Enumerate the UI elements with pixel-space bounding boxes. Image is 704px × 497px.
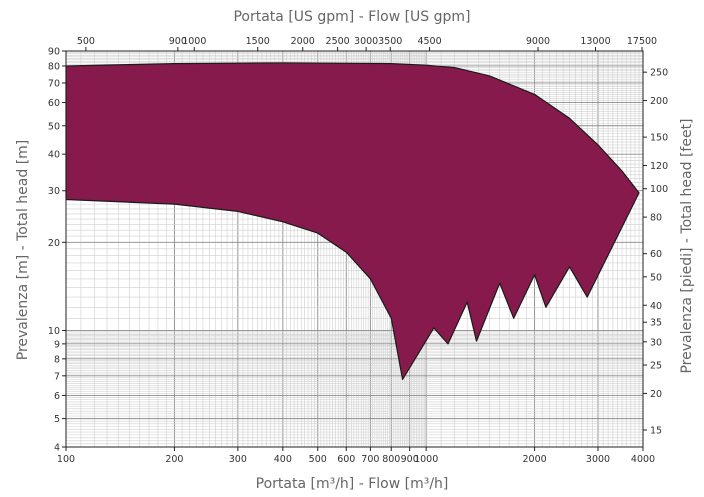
x-tick-label: 200	[165, 454, 183, 465]
top-tick-label: 17500	[627, 36, 657, 47]
top-tick-label: 3500	[378, 36, 402, 47]
y-tick-label: 6	[54, 391, 60, 402]
right-tick-label: 15	[650, 426, 662, 437]
operating-range-polygon	[65, 62, 640, 381]
plot-frame	[65, 50, 644, 448]
top-axis-title: Portata [US gpm] - Flow [US gpm]	[233, 9, 470, 25]
top-tick-label: 4500	[417, 36, 441, 47]
right-tick-label: 40	[650, 301, 662, 312]
y-axis-title-left: Prevalenza [m] - Total head [m]	[15, 140, 31, 361]
top-tick-label: 9000	[526, 36, 550, 47]
y-tick-label: 7	[54, 371, 60, 382]
top-tick-label: 1500	[246, 36, 270, 47]
right-tick-label: 50	[650, 272, 662, 283]
right-tick-label: 120	[650, 161, 668, 172]
top-tick-label: 13000	[580, 36, 610, 47]
top-tick-label: 900	[169, 36, 187, 47]
right-tick-label: 60	[650, 249, 662, 260]
right-tick-label: 25	[650, 361, 662, 372]
y-tick-label: 70	[48, 78, 60, 89]
x-tick-label: 600	[337, 454, 355, 465]
x-tick-label: 900	[401, 454, 419, 465]
right-tick-label: 100	[650, 184, 668, 195]
right-tick-label: 250	[650, 68, 668, 79]
top-tick-label: 2500	[326, 36, 350, 47]
right-tick-label: 150	[650, 133, 668, 144]
x-tick-label: 2000	[522, 454, 546, 465]
right-tick-label: 20	[650, 389, 662, 400]
x-tick-label: 1000	[414, 454, 438, 465]
x-axis-title: Portata [m³/h] - Flow [m³/h]	[256, 476, 449, 492]
y-tick-label: 80	[48, 61, 60, 72]
right-tick-label: 80	[650, 213, 662, 224]
y-tick-label: 8	[54, 354, 60, 365]
top-tick-label: 2000	[291, 36, 315, 47]
x-tick-label: 700	[361, 454, 379, 465]
x-tick-label: 3000	[586, 454, 610, 465]
y-tick-label: 60	[48, 98, 60, 109]
right-tick-label: 30	[650, 337, 662, 348]
y-tick-label: 9	[54, 339, 60, 350]
top-tick-label: 500	[77, 36, 95, 47]
y-tick-label: 10	[48, 326, 60, 337]
x-tick-label: 500	[309, 454, 327, 465]
top-tick-label: 1000	[182, 36, 206, 47]
y-tick-label: 4	[54, 443, 60, 454]
x-tick-label: 100	[57, 454, 75, 465]
y-tick-label: 50	[48, 121, 60, 132]
x-tick-label: 300	[229, 454, 247, 465]
y-tick-label: 20	[48, 238, 60, 249]
x-tick-label: 4000	[631, 454, 655, 465]
y-tick-label: 40	[48, 150, 60, 161]
y-axis-title-right: Prevalenza [piedi] - Total head [feet]	[679, 118, 695, 373]
y-tick-label: 5	[54, 414, 60, 425]
y-tick-label: 90	[48, 47, 60, 58]
operating-range-area	[65, 62, 640, 381]
right-tick-label: 35	[650, 318, 662, 329]
y-tick-label: 30	[48, 186, 60, 197]
top-tick-label: 3000	[354, 36, 378, 47]
right-tick-label: 200	[650, 96, 668, 107]
x-tick-label: 400	[274, 454, 292, 465]
x-tick-label: 800	[382, 454, 400, 465]
